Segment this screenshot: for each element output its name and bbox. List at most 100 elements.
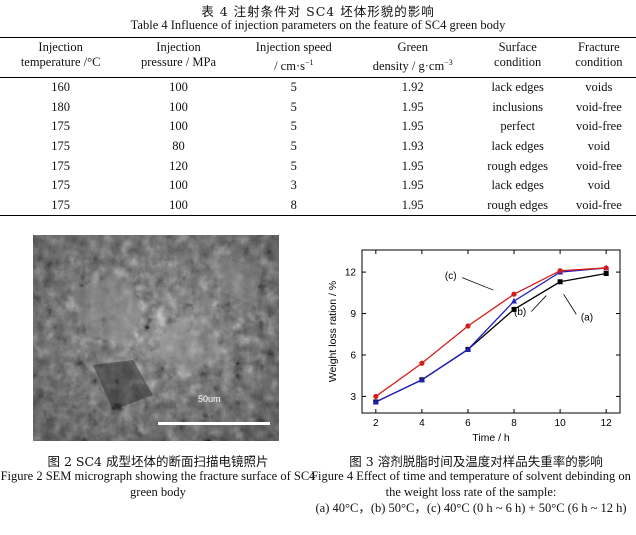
chart-series-labels: (a) (b) (c)	[445, 271, 593, 323]
y-tick-label: 12	[345, 268, 357, 279]
table-cell: 100	[169, 178, 188, 193]
table-cell: 3	[290, 178, 297, 193]
data-point-square	[511, 306, 517, 312]
table-cell: perfect	[500, 119, 536, 134]
data-point-triangle	[464, 346, 471, 352]
table-cell: 5	[290, 99, 297, 114]
weight-loss-chart: 2 4 6 8 10 12 3 6 9 12 Time / h Weight loss ration …	[327, 249, 621, 444]
header-injection-speed: Injection speed / cm·s−1	[255, 40, 332, 74]
table-cell: 100	[169, 80, 188, 95]
series-line-2	[375, 267, 607, 397]
table-cell: 100	[169, 197, 188, 212]
table-cell: inclusions	[492, 99, 544, 114]
table-row: 175 100 3 1.95 lack edges void	[0, 176, 636, 196]
plot-frame	[361, 249, 621, 414]
table-title-cn: 表 4 注射条件对 SC4 坯体形貌的影响	[201, 4, 435, 19]
table-cell: void	[587, 138, 610, 153]
x-tick-label: 8	[511, 418, 517, 429]
scale-bar-label: 50um	[198, 394, 221, 404]
table-cell: 1.95	[401, 119, 424, 134]
x-axis-label: Time / h	[472, 432, 510, 444]
table-cell: 80	[172, 138, 185, 153]
series-line-1	[375, 267, 607, 403]
table-cell: 100	[169, 119, 188, 134]
scale-bar	[158, 422, 270, 425]
data-point-circle	[373, 393, 379, 400]
table-header-row: Injection temperature /°C Injection pressu…	[0, 37, 636, 78]
table-cell: 1.95	[401, 158, 424, 173]
header-surface-condition: Surface condition	[494, 40, 542, 69]
table-cell: 8	[290, 197, 297, 212]
sem-micrograph-image: 50um	[33, 235, 279, 441]
table-cell: 175	[51, 138, 70, 153]
series-label: (c)	[445, 271, 457, 282]
series-label-leader	[531, 295, 547, 312]
x-tick-label: 6	[465, 418, 471, 429]
figure4-caption-en-legend: (a) 40°C，(b) 50°C，(c) 40°C (0 h ~ 6 h) +…	[315, 501, 627, 515]
data-point-circle	[465, 323, 471, 329]
header-injection-pressure: Injection pressure / MPa	[141, 40, 217, 69]
table-row: 175 80 5 1.93 lack edges void	[0, 137, 636, 157]
series-line-0	[375, 272, 607, 403]
series-label: (b)	[514, 307, 526, 318]
table-cell: lack edges	[491, 178, 544, 193]
sem-texture: 50um	[33, 235, 279, 441]
table-row: 175 100 8 1.95 rough edges void-free	[0, 196, 636, 216]
chart-series	[372, 264, 610, 405]
y-tick-label: 9	[350, 309, 356, 320]
table-cell: 160	[51, 80, 70, 95]
table-cell: void	[587, 178, 610, 193]
figure2-caption-en: Figure 2 SEM micrograph showing the frac…	[0, 469, 316, 499]
table-cell: lack edges	[491, 138, 544, 153]
header-green-density: Green density / g·cm−3	[372, 40, 453, 74]
data-point-circle	[419, 360, 425, 366]
data-point-circle	[557, 268, 563, 274]
y-tick-label: 6	[350, 350, 356, 361]
table-cell: 1.95	[401, 99, 424, 114]
series-label-leader	[563, 293, 577, 315]
table-cell: 100	[169, 99, 188, 114]
table-cell: rough edges	[487, 158, 549, 173]
data-point-triangle	[511, 297, 518, 304]
table-cell: voids	[585, 80, 613, 95]
table-cell: 175	[51, 197, 70, 212]
table-row: 175 100 5 1.95 perfect void-free	[0, 117, 636, 137]
table-cell: 175	[51, 119, 70, 134]
table-cell: void-free	[575, 197, 622, 212]
table-cell: rough edges	[487, 197, 549, 212]
table-cell: 5	[290, 138, 297, 153]
x-tick-label: 10	[555, 418, 567, 429]
table-cell: 175	[51, 178, 70, 193]
table-cell: 175	[51, 158, 70, 173]
table-cell: 5	[290, 158, 297, 173]
x-tick-label: 4	[419, 418, 425, 429]
data-point-circle	[511, 291, 517, 297]
figure4-caption-en: Figure 4 Effect of time and temperature …	[306, 468, 636, 516]
table-cell: 5	[290, 119, 297, 134]
table-cell: void-free	[575, 119, 622, 134]
table-cell: void-free	[575, 99, 622, 114]
header-fracture-condition: Fracture condition	[575, 40, 623, 69]
figure4-caption-cn: 图 3 溶剂脱脂时间及温度对样品失重率的影响	[349, 454, 603, 469]
chart-axes: 2 4 6 8 10 12 3 6 9 12 Time / h Weight loss ration …	[327, 249, 621, 444]
series-label: (a)	[581, 312, 593, 323]
data-point-triangle	[372, 398, 379, 405]
y-tick-label: 3	[350, 392, 356, 403]
series-label-leader	[462, 277, 494, 291]
injection-parameters-table: Injection temperature /°C Injection pressu…	[0, 37, 636, 216]
table-cell: 1.93	[401, 138, 424, 153]
figure2-caption-cn: 图 2 SC4 成型坯体的断面扫描电镜照片	[47, 454, 269, 469]
table-cell: 1.95	[401, 178, 424, 193]
data-point-square	[557, 279, 563, 285]
table-cell: 5	[290, 80, 297, 95]
data-point-circle	[603, 265, 609, 271]
table-title-en: Table 4 Influence of injection parameter…	[130, 18, 506, 32]
data-point-square	[603, 270, 609, 276]
table-cell: void-free	[575, 158, 622, 173]
data-point-triangle	[418, 376, 425, 383]
table-cell: lack edges	[491, 80, 544, 95]
x-tick-label: 2	[373, 418, 379, 429]
table-cell: 120	[169, 158, 188, 173]
table-cell: 180	[51, 99, 70, 114]
table-row: 180 100 5 1.95 inclusions void-free	[0, 98, 636, 118]
